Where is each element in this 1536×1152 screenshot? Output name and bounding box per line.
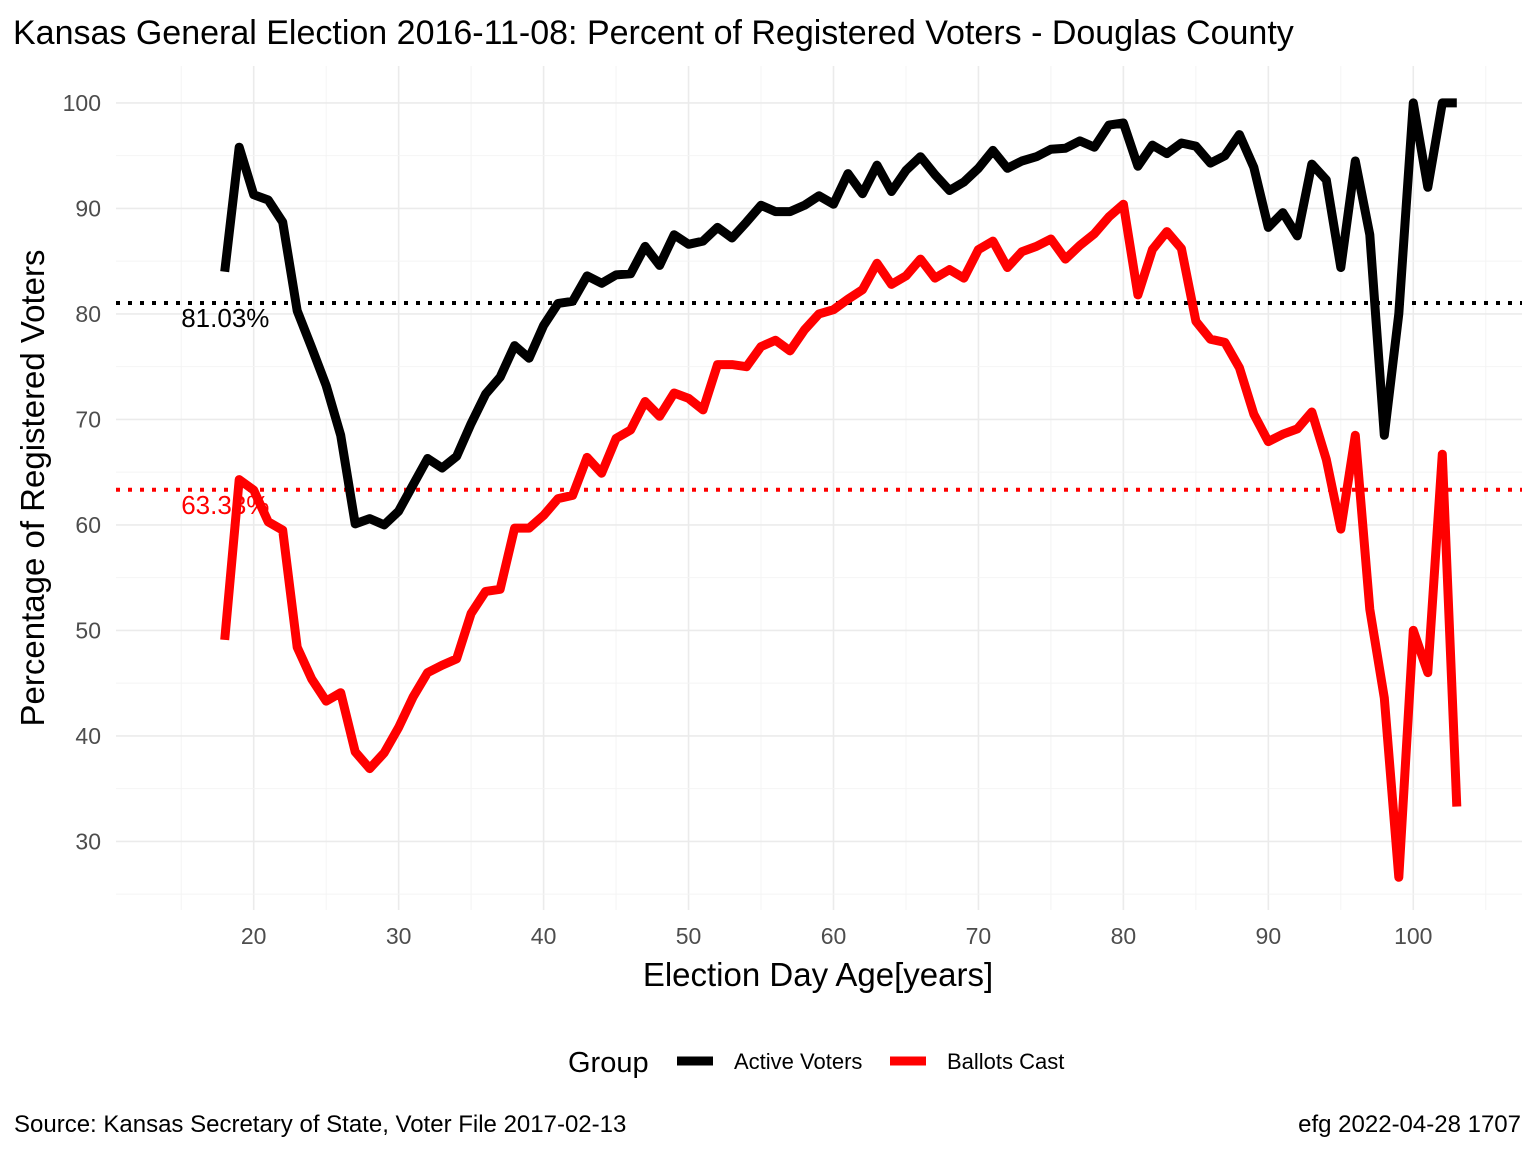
y-axis-ticks: 30 40 50 60 70 80 90 100 [63,90,101,854]
y-tick-label: 40 [75,723,101,749]
caption-source: Source: Kansas Secretary of State, Voter… [14,1111,626,1138]
x-tick-label: 40 [531,923,557,949]
x-tick-label: 100 [1394,923,1432,949]
x-tick-label: 30 [386,923,412,949]
series-line-active-voters [220,98,1457,530]
reference-line-label-0: 81.03% [181,303,269,333]
x-tick-label: 50 [676,923,702,949]
x-tick-label: 70 [966,923,992,949]
y-tick-label: 80 [75,301,101,327]
legend-label-ballots-cast: Ballots Cast [947,1049,1064,1074]
y-tick-label: 70 [75,406,101,432]
series-line-ballots-cast [220,199,1462,882]
reference-labels: 81.03% 63.33% [181,303,269,520]
y-tick-label: 90 [75,195,101,221]
y-tick-label: 30 [75,828,101,854]
legend-title: Group [568,1047,649,1079]
x-tick-label: 60 [821,923,847,949]
y-axis-title: Percentage of Registered Voters [14,250,51,727]
x-tick-label: 20 [241,923,267,949]
caption-credit: efg 2022-04-28 1707 [1298,1111,1521,1138]
x-axis-title: Election Day Age[years] [643,956,993,993]
legend-label-active-voters: Active Voters [734,1049,862,1074]
x-tick-label: 90 [1256,923,1282,949]
chart-title: Kansas General Election 2016-11-08: Perc… [13,14,1294,52]
legend: Group Active Voters Ballots Cast [568,1047,1064,1079]
y-tick-label: 60 [75,512,101,538]
series-lines [220,98,1462,882]
x-tick-label: 80 [1111,923,1137,949]
x-axis-ticks: 20 30 40 50 60 70 80 90 100 [241,923,1433,949]
reference-line-label-1: 63.33% [181,490,269,520]
y-tick-label: 50 [75,617,101,643]
y-tick-label: 100 [63,90,101,116]
